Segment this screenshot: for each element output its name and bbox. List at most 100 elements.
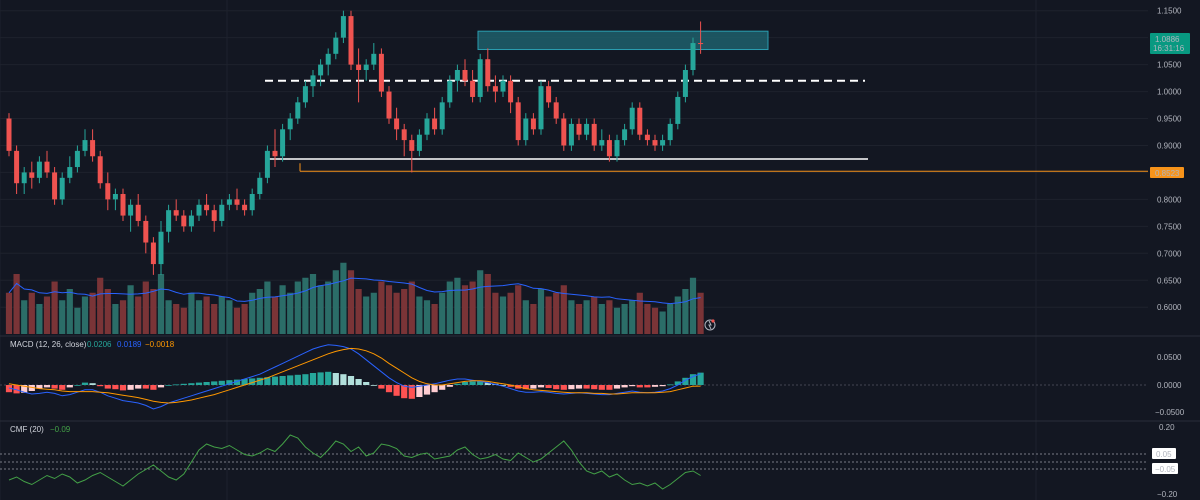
candle-body (181, 215, 187, 227)
volume-bar (385, 285, 393, 334)
candle-body (264, 150, 270, 178)
macd-hist-bar (203, 382, 210, 385)
volume-bar (606, 300, 613, 334)
macd-hist-bar (211, 381, 218, 385)
volume-bar (51, 281, 58, 334)
candle-body (500, 80, 506, 92)
volume-bar (598, 304, 605, 334)
candle-body (340, 16, 346, 38)
candle-body (622, 129, 628, 141)
candle-body (492, 86, 498, 92)
candle-body (401, 129, 407, 141)
price-tick-label: 1.1500 (1157, 7, 1182, 16)
candle-body (310, 75, 316, 87)
candle-body (356, 64, 362, 70)
volume-bar (651, 307, 659, 334)
volume-bar (431, 304, 438, 334)
macd-histogram (5, 371, 704, 399)
candle-body (52, 172, 58, 200)
candle-body (447, 80, 453, 103)
cmf-level-neg-tag: −0.05 (1155, 465, 1176, 474)
macd-hist-bar (583, 385, 590, 389)
macd-signal-value: −0.0018 (145, 340, 175, 349)
macd-hist-bar (575, 385, 583, 389)
volume-bar (241, 304, 248, 334)
candle-body (29, 172, 35, 178)
macd-hist-bar (135, 385, 142, 389)
macd-hist-bar (13, 385, 20, 394)
candle-body (67, 167, 73, 178)
candle-body (74, 150, 80, 168)
candle-body (553, 102, 559, 119)
candle-body (135, 204, 141, 221)
candle-body (660, 140, 666, 146)
supply-zone[interactable] (477, 30, 769, 51)
volume-bar (36, 304, 43, 334)
volume-bar (575, 304, 583, 334)
macd-hist-bar (439, 385, 446, 390)
macd-hist-bar (469, 381, 476, 385)
macd-hist-bar (613, 385, 621, 389)
macd-hist-bar (370, 385, 377, 386)
macd-hist-bar (332, 373, 339, 385)
volume-bar (416, 296, 423, 334)
volume-ma-line (8, 277, 701, 305)
candle-body (614, 140, 620, 157)
macd-hist-bar (287, 375, 294, 385)
volume-bar (697, 292, 704, 334)
candle-body (515, 102, 521, 141)
candle-body (249, 194, 255, 211)
macd-hist-bar (378, 385, 385, 389)
volume-bar (667, 304, 674, 334)
macd-hist-bar (28, 385, 35, 391)
volume-bar (515, 285, 522, 334)
macd-hist-bar (667, 384, 674, 386)
candle-body (454, 70, 460, 81)
macd-hist-bar (264, 377, 271, 385)
macd-hist-value: 0.0206 (87, 340, 112, 349)
macd-hist-bar (674, 381, 681, 385)
orange-level-tag-bg (1150, 167, 1184, 178)
volume-bar (347, 270, 355, 334)
candle-body (523, 118, 529, 141)
alert-icon[interactable] (704, 319, 716, 331)
macd-hist-bar (621, 385, 628, 388)
candle-body (378, 53, 384, 92)
candle-body (188, 215, 194, 227)
macd-hist-bar (325, 371, 332, 385)
volume-bar (484, 274, 491, 334)
candle-body (128, 204, 134, 216)
volume-bar (150, 289, 157, 334)
volume-bar (249, 292, 256, 334)
candle-body (485, 59, 491, 87)
macd-hist-bar (629, 385, 636, 387)
macd-hist-bar (233, 379, 241, 385)
volume-bar (226, 300, 233, 334)
macd-hist-bar (553, 385, 560, 390)
volume-bar (644, 304, 651, 334)
volume-bar (355, 289, 362, 334)
volume-bar (97, 277, 104, 334)
macd-signal-line (8, 347, 701, 404)
macd-hist-bar (317, 372, 324, 385)
price-tick-label: 1.0500 (1157, 61, 1182, 70)
macd-hist-bar (271, 376, 279, 385)
macd-hist-bar (104, 385, 111, 389)
volume-bar (127, 285, 134, 334)
volume-bar (142, 281, 149, 334)
price-tick-label: 0.6500 (1157, 276, 1182, 285)
current-price-tag: 1.0886 (1155, 35, 1180, 44)
volume-bar (613, 307, 621, 334)
candle-body (644, 134, 650, 141)
candle-body (44, 161, 50, 173)
price-tick-label: 0.6000 (1157, 303, 1182, 312)
candle-body (439, 102, 445, 130)
candle-body (120, 194, 126, 216)
volume-bar (545, 296, 552, 334)
candle-body (432, 118, 438, 130)
macd-hist-bar (241, 379, 248, 385)
candle-body (363, 64, 369, 70)
volume-bar (309, 274, 317, 334)
